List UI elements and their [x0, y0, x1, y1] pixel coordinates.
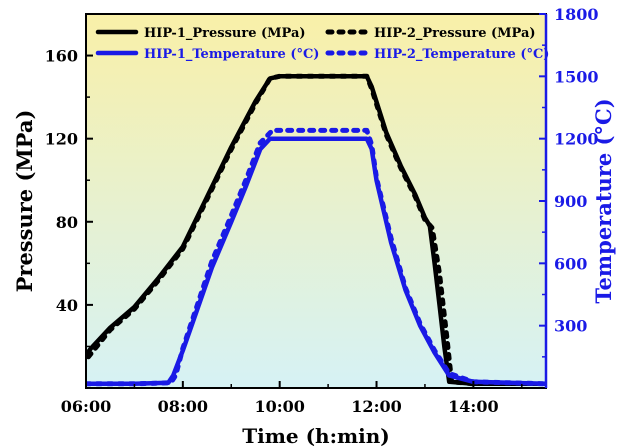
- x-tick-label: 10:00: [254, 397, 304, 416]
- series-line-2: [86, 73, 476, 387]
- left-tick-label: 120: [45, 130, 78, 149]
- left-axis-ticks: 40 80 120 160: [45, 13, 93, 348]
- x-axis-ticks: 06:00 08:00 10:00 12:00 14:00: [61, 381, 523, 416]
- right-tick-label: 1500: [554, 67, 599, 86]
- x-tick-label: 12:00: [351, 397, 401, 416]
- series-layer: [86, 73, 546, 387]
- right-tick-label: 600: [554, 254, 587, 273]
- x-tick-label: 14:00: [448, 397, 498, 416]
- left-tick-label: 80: [56, 213, 78, 232]
- right-tick-label: 300: [554, 317, 587, 336]
- left-tick-label: 40: [56, 296, 78, 315]
- plot-background: [86, 14, 546, 388]
- legend-label: HIP-2_Temperature (°C): [374, 47, 549, 62]
- left-axis-label: Pressure (MPa): [12, 110, 37, 293]
- right-tick-label: 1200: [554, 130, 599, 149]
- right-axis-label: Temperature (°C): [591, 98, 616, 303]
- legend: HIP-1_Pressure (MPa) HIP-2_Pressure (MPa)…: [95, 26, 549, 62]
- legend-label: HIP-1_Temperature (°C): [144, 47, 319, 62]
- legend-label: HIP-1_Pressure (MPa): [144, 26, 306, 41]
- legend-label: HIP-2_Pressure (MPa): [374, 26, 536, 41]
- left-tick-label: 160: [45, 47, 78, 66]
- x-axis-label: Time (h:min): [242, 424, 389, 447]
- right-axis-ticks: 300 600 900 1200 1500 1800: [539, 5, 599, 358]
- x-tick-label: 08:00: [158, 397, 208, 416]
- right-tick-label: 900: [554, 192, 587, 211]
- right-tick-label: 1800: [554, 5, 599, 24]
- x-tick-label: 06:00: [61, 397, 111, 416]
- series-line-4: [86, 127, 546, 387]
